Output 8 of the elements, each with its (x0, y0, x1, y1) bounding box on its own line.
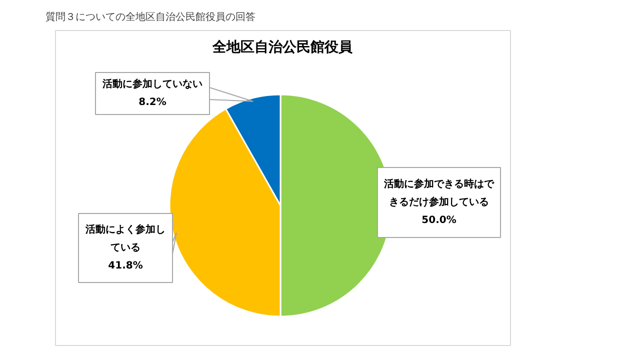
chart-subtitle: 質問３についての全地区自治公民館役員の回答 (46, 11, 256, 23)
chart-title: 全地区自治公民館役員 (212, 40, 354, 56)
slice-label: 活動に参加していない (102, 78, 202, 90)
data-label: 8.2% (138, 97, 166, 108)
data-label: 50.0% (422, 215, 456, 226)
slice-label: 活動によく参加している (84, 224, 166, 254)
data-label: 41.8% (108, 260, 143, 272)
slice-label: 活動に参加できる時はできるだけ参加している (383, 178, 495, 208)
